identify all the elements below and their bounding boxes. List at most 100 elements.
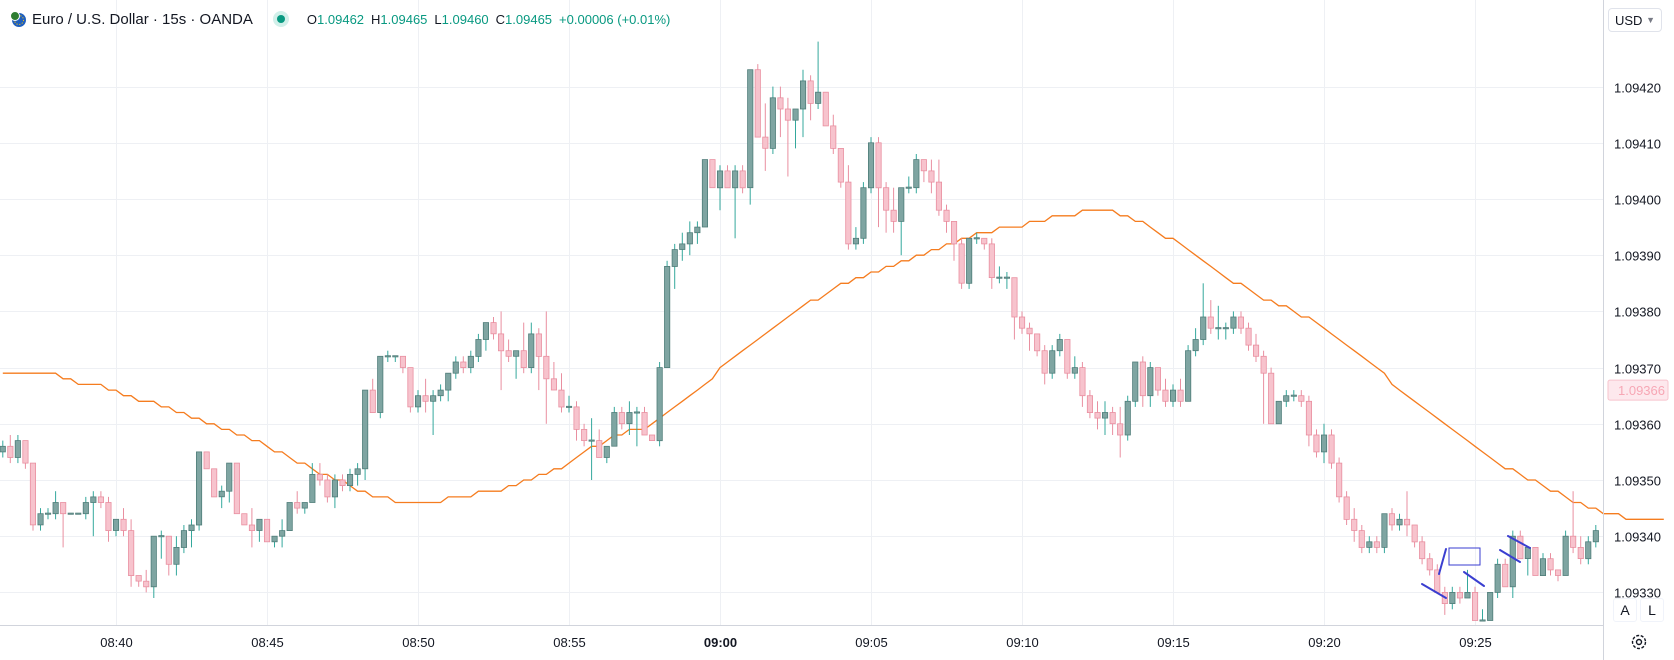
candle-up [392,355,399,362]
candle-up [717,165,724,211]
candle-up [377,355,384,419]
candle-down [105,496,112,542]
candle-down [550,362,557,391]
candle-down [1253,333,1260,362]
time-tick-label: 08:50 [402,635,435,650]
candle-up [868,137,875,194]
settings-gear-icon[interactable] [1629,632,1649,652]
candle-down [1336,457,1343,503]
currency-button[interactable]: USD ▼ [1608,8,1662,32]
candle-up [346,468,354,492]
candle-down [1343,491,1350,525]
candle-down [1154,367,1162,396]
candle-down [1034,333,1041,357]
auto-scale-label: A [1620,602,1630,618]
candle-up [694,221,701,244]
candle-up [860,182,867,244]
candle-up [1562,530,1569,576]
candle-down [339,474,346,492]
candle-down [211,468,218,498]
candle-up [898,187,905,256]
candle-up [188,519,195,548]
candle-up [414,390,422,413]
drawings[interactable] [1421,535,1531,599]
candle-down [890,187,897,233]
price-axis[interactable]: 1.09330 1.09340 1.09350 1.09360 1.09370 1.093… [1614,81,1661,601]
candle-down [618,406,625,430]
candle-down [369,378,376,414]
candle-up [626,401,633,435]
candle-down [943,204,950,233]
candle-down [1207,300,1214,334]
candle-up [384,350,391,362]
time-tick-label: 08:45 [251,635,284,650]
candle-up [37,508,44,531]
candle-up [14,435,21,464]
candle-down [1517,530,1524,560]
candle-up [271,535,278,548]
candle-down [981,237,988,250]
candle-up [445,372,452,402]
time-tick-label: 09:25 [1459,635,1492,650]
candle-up [1283,390,1290,407]
candle-up [1056,333,1063,357]
candle-up [286,502,293,532]
candle-down [596,429,603,458]
currency-pair-icon[interactable] [10,11,26,27]
drawing-line[interactable] [1499,549,1521,563]
candle-down [1434,564,1441,593]
candle-up [679,232,686,261]
drawing-line[interactable] [1438,548,1447,575]
candle-up [1200,283,1207,346]
candle-down [1041,345,1048,385]
drawing-rectangle[interactable] [1448,547,1481,566]
candle-up [769,86,776,154]
candle-up [113,518,120,537]
candle-down [1026,322,1033,351]
candle-up [1215,305,1222,340]
market-status-icon[interactable] [272,11,289,27]
candle-down [1426,553,1433,576]
drawing-line[interactable] [1507,535,1531,549]
candle-down [128,519,135,587]
candle-down [1237,311,1245,334]
candle-down [7,435,14,464]
time-tick-label: 09:15 [1157,635,1190,650]
candle-down [241,513,248,526]
candle-down [1019,311,1026,334]
candle-down [1328,429,1335,469]
candle-down [928,159,935,194]
candle-down [1268,367,1275,425]
candle-up [747,69,754,205]
symbol-title[interactable]: Euro / U.S. Dollar · 15s · OANDA [32,10,253,28]
time-axis[interactable]: 08:40 08:45 08:50 08:55 09:00 09:05 09:10 09:15… [100,635,1492,650]
candle-up [256,518,263,542]
price-tick-label: 1.09360 [1614,418,1661,433]
candle-up [309,463,316,503]
log-scale-button[interactable]: L [1640,598,1664,622]
candle-down [1351,508,1358,542]
candle-up [1539,553,1547,577]
candle-down [233,462,240,515]
candle-up [1003,272,1010,289]
candle-down [1011,277,1018,340]
candle-down [573,401,580,441]
auto-scale-button[interactable]: A [1613,598,1637,622]
drawing-line[interactable] [1463,571,1485,587]
drawing-line[interactable] [1421,583,1447,599]
candle-down [1139,356,1146,407]
candle-down [1313,429,1320,458]
candle-down [754,64,761,138]
candle-up [566,395,573,413]
candle-up [482,322,489,351]
grid-lines [0,0,1603,625]
candle-down [709,159,716,189]
candle-up [588,418,595,480]
candle-up [301,502,308,514]
candle-up [611,406,618,447]
candle-down [777,86,784,138]
candle-down [988,238,995,289]
candle-up [226,462,233,503]
high-label: H [371,11,381,27]
